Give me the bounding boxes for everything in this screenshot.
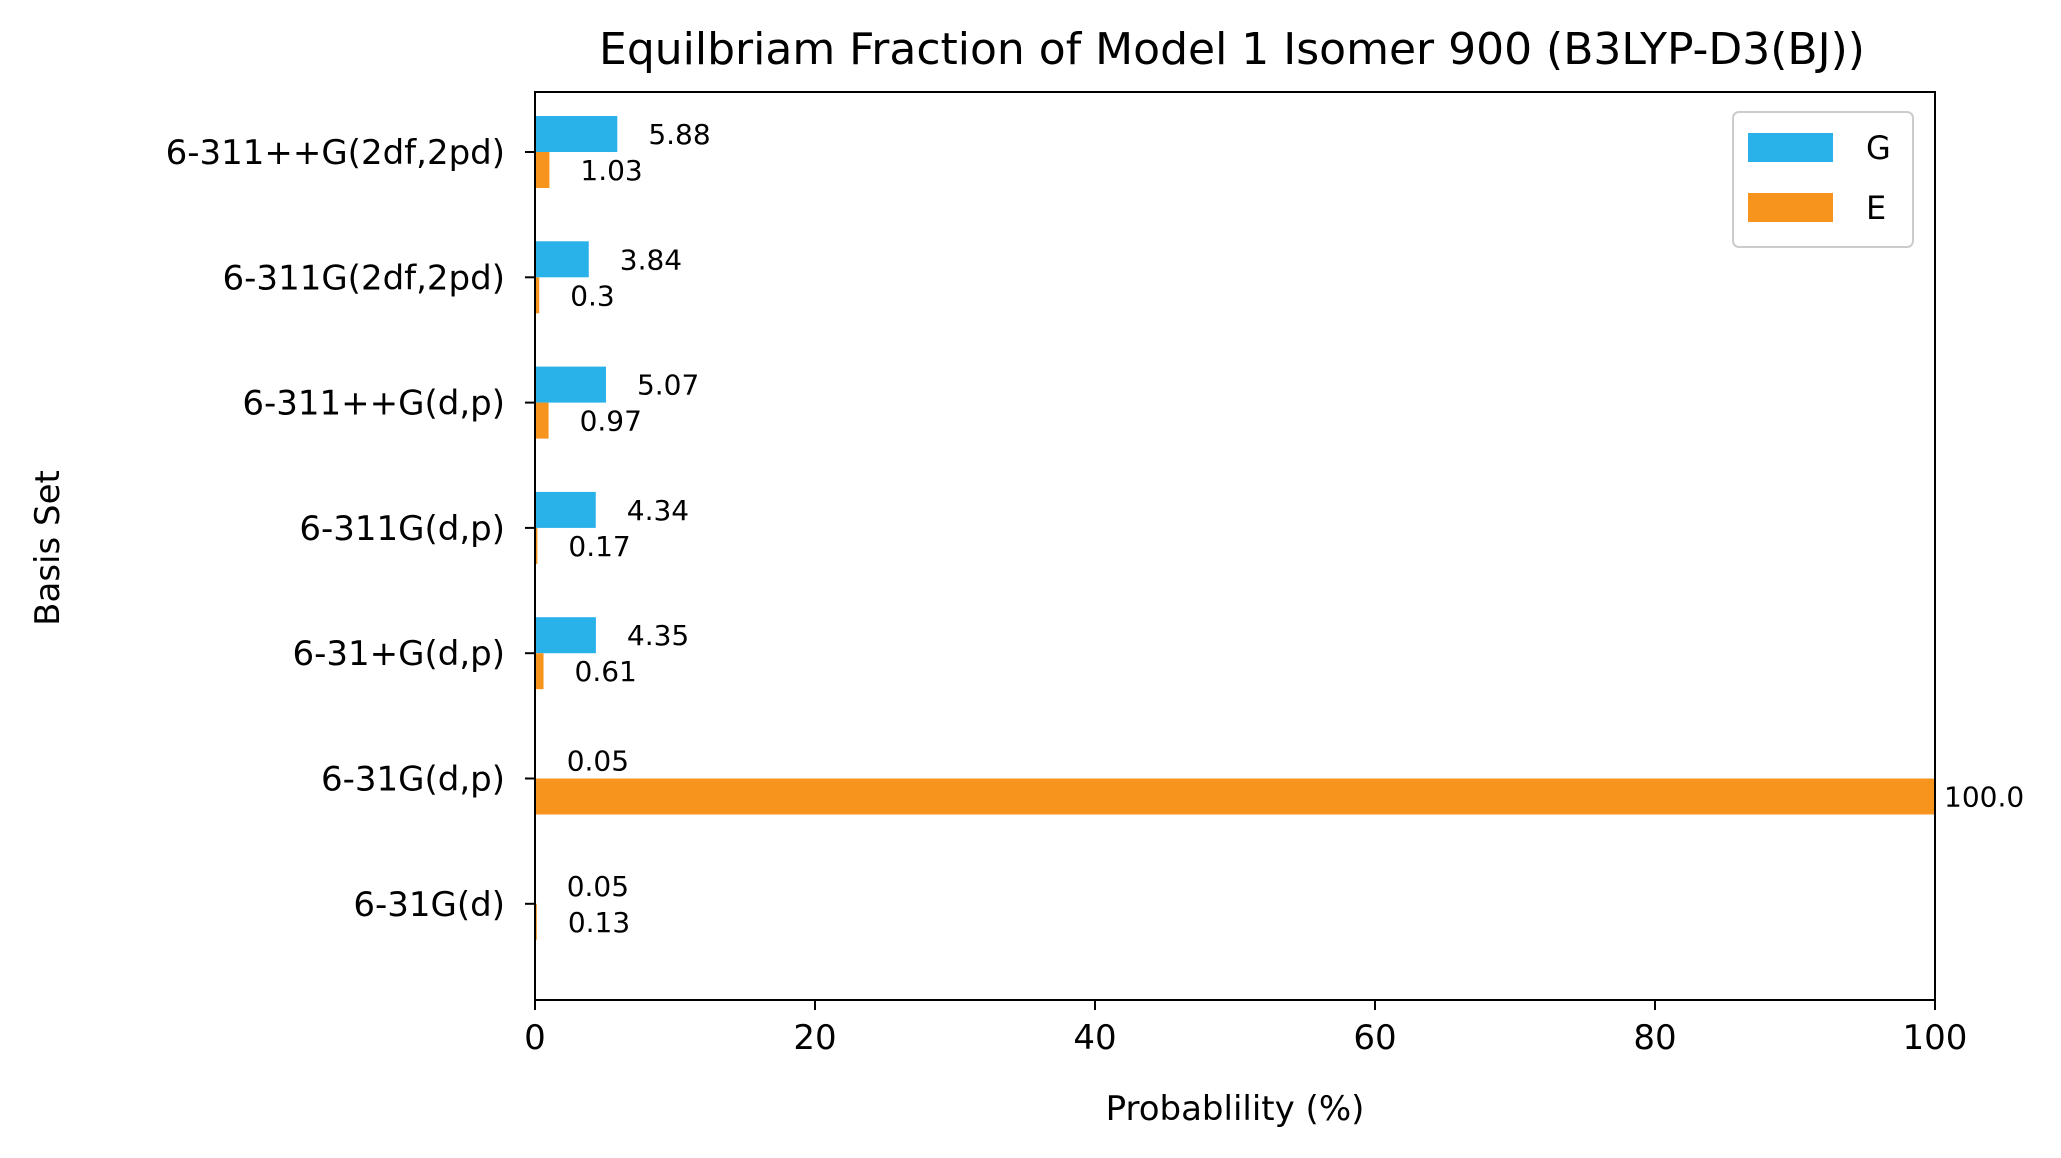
bar-g — [535, 241, 589, 278]
bar-g — [535, 366, 606, 403]
y-tick-label: 6-311G(2df,2pd) — [223, 258, 505, 298]
bar-g — [535, 116, 618, 152]
bar-e — [535, 152, 550, 188]
bar-g — [535, 617, 596, 654]
plot-frame — [534, 91, 1936, 1001]
legend-label-e: E — [1866, 189, 1886, 227]
y-tick-label: 6-311G(d,p) — [299, 509, 505, 549]
y-tick-label: 6-31G(d,p) — [321, 760, 505, 800]
data-label-g: 4.34 — [627, 494, 689, 527]
data-label-e: 1.03 — [580, 154, 642, 187]
y-tick-label: 6-31G(d) — [353, 885, 505, 925]
x-tick-label: 40 — [1073, 1018, 1116, 1058]
y-axis-label: Basis Set — [28, 470, 68, 626]
bar-e — [535, 527, 538, 564]
data-label-g: 0.05 — [567, 745, 629, 778]
data-label-e: 0.13 — [568, 906, 630, 939]
x-tick-label: 60 — [1353, 1018, 1396, 1058]
data-label-g: 4.35 — [627, 619, 689, 652]
legend-swatch-e — [1748, 193, 1833, 222]
y-tick-label: 6-31+G(d,p) — [293, 634, 506, 674]
data-label-e: 0.17 — [568, 530, 630, 563]
x-tick-label: 20 — [793, 1018, 836, 1058]
data-label-e: 0.97 — [580, 405, 642, 438]
x-axis-label: Probablility (%) — [1106, 1089, 1365, 1129]
bar-e — [535, 277, 540, 314]
y-tick-label: 6-311++G(2df,2pd) — [166, 133, 505, 173]
plot-area: 0 20 40 60 80 100 6-311++G(2df,2pd) 5.881.03 6-3… — [166, 116, 2024, 1058]
bar-e — [535, 778, 1935, 815]
data-label-g: 5.07 — [637, 369, 699, 402]
data-label-e: 100.0 — [1944, 781, 2024, 814]
bar-e — [535, 402, 549, 439]
legend-label-g: G — [1866, 129, 1891, 167]
chart-title: Equilbriam Fraction of Model 1 Isomer 90… — [599, 24, 1865, 75]
data-label-g: 5.88 — [648, 118, 710, 151]
data-label-e: 0.61 — [575, 655, 637, 688]
x-tick-label: 0 — [524, 1018, 546, 1058]
data-label-g: 0.05 — [567, 870, 629, 903]
data-label-e: 0.3 — [570, 279, 615, 312]
legend-swatch-g — [1748, 133, 1833, 162]
data-label-g: 3.84 — [620, 243, 682, 276]
legend: G E — [1732, 111, 1914, 248]
x-tick-label: 100 — [1903, 1018, 1968, 1058]
x-tick-label: 80 — [1633, 1018, 1676, 1058]
bar-e — [535, 653, 544, 690]
y-tick-label: 6-311++G(d,p) — [242, 384, 505, 424]
bar-g — [535, 491, 596, 528]
